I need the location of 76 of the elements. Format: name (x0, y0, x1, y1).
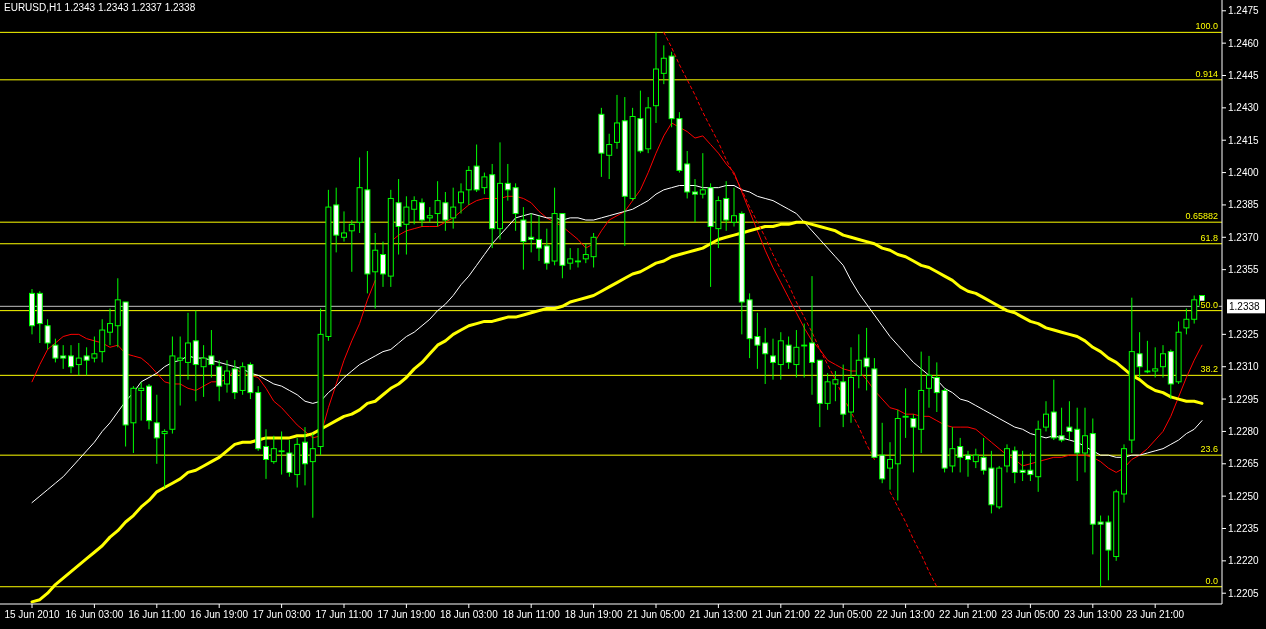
candlestick (263, 428, 269, 480)
annotation: 23.6 (1200, 444, 1218, 455)
candlestick (302, 426, 308, 486)
candlestick (309, 433, 316, 519)
y-tick-label: 1.2280 (1228, 425, 1260, 437)
annotation: 61.8 (1200, 232, 1218, 243)
x-tick-label: 16 Jun 03:00 (65, 609, 124, 620)
x-tick-label: 17 Jun 03:00 (252, 609, 311, 620)
annotation: 38.2 (1200, 364, 1218, 375)
candlestick (1004, 443, 1010, 473)
annotation: 100.0 (1195, 21, 1218, 32)
candlestick (536, 215, 542, 262)
candlestick (965, 450, 971, 478)
candlestick (44, 318, 51, 350)
x-tick-label: 17 Jun 11:00 (315, 609, 373, 620)
candlestick (458, 182, 464, 215)
y-tick-label: 1.2310 (1228, 361, 1260, 373)
x-tick-label: 22 Jun 13:00 (876, 609, 935, 620)
y-tick-label: 1.2250 (1228, 490, 1260, 502)
annotation: 0.65882 (1185, 211, 1218, 222)
ref-line-label: 1.2338 (1229, 300, 1261, 312)
y-tick-label: 1.2445 (1228, 70, 1260, 81)
x-tick-label: 21 Jun 21:00 (751, 609, 811, 620)
candlestick (224, 359, 230, 394)
candlestick (107, 307, 113, 346)
x-tick-label: 18 Jun 19:00 (564, 609, 623, 620)
candlestick (380, 241, 386, 288)
x-tick-label: 16 Jun 11:00 (128, 609, 186, 620)
x-tick-label: 23 Jun 21:00 (1126, 609, 1185, 620)
x-tick-label: 15 Jun 2010 (4, 609, 60, 620)
candlestick (770, 338, 776, 381)
candlestick (341, 210, 347, 243)
candlestick (216, 359, 223, 402)
x-tick-label: 16 Jun 19:00 (190, 609, 249, 620)
annotation: 0.0 (1205, 575, 1218, 586)
x-tick-label: 21 Jun 13:00 (689, 609, 748, 620)
y-tick-label: 1.2385 (1228, 199, 1260, 211)
y-tick-label: 1.2265 (1228, 458, 1260, 470)
candlestick (1082, 407, 1088, 473)
y-tick-label: 1.2325 (1228, 328, 1260, 340)
x-tick-label: 22 Jun 21:00 (939, 609, 998, 620)
x-tick-label: 23 Jun 05:00 (1001, 609, 1060, 620)
annotation: 0.914 (1195, 68, 1218, 79)
candlestick (68, 344, 74, 374)
chart-title: EURUSD,H1 1.2343 1.2343 1.2337 1.2338 (4, 2, 196, 13)
candlestick (348, 219, 355, 273)
candlestick (731, 187, 737, 227)
y-tick-label: 1.2205 (1228, 587, 1260, 599)
x-tick-label: 18 Jun 11:00 (502, 609, 561, 620)
y-tick-label: 1.2295 (1228, 393, 1260, 405)
y-tick-label: 1.2415 (1228, 134, 1260, 146)
candlestick (926, 355, 932, 409)
candlestick (575, 247, 581, 268)
candlestick (1043, 400, 1049, 432)
y-tick-label: 1.2475 (1228, 5, 1260, 17)
y-tick-label: 1.2430 (1228, 102, 1260, 114)
candlestick (614, 94, 620, 150)
x-tick-label: 21 Jun 05:00 (627, 609, 686, 620)
candlestick (887, 441, 893, 491)
candlestick (1160, 344, 1166, 378)
y-tick-label: 1.2220 (1228, 555, 1260, 567)
y-tick-label: 1.2235 (1228, 523, 1260, 534)
candlestick (809, 275, 815, 396)
x-tick-label: 17 Jun 19:00 (377, 609, 436, 620)
x-tick-label: 18 Jun 03:00 (439, 609, 499, 620)
candlestick (185, 312, 191, 381)
y-tick-label: 1.2400 (1228, 167, 1260, 179)
y-tick-label: 1.2355 (1228, 264, 1260, 276)
candlestick (419, 197, 425, 227)
candlestick (801, 323, 808, 378)
x-tick-label: 22 Jun 05:00 (814, 609, 873, 620)
y-tick-label: 1.2370 (1228, 231, 1260, 243)
x-tick-label: 23 Jun 13:00 (1063, 609, 1123, 620)
candlestick (99, 318, 106, 363)
y-tick-label: 1.2460 (1228, 37, 1260, 49)
candlestick (902, 387, 909, 439)
